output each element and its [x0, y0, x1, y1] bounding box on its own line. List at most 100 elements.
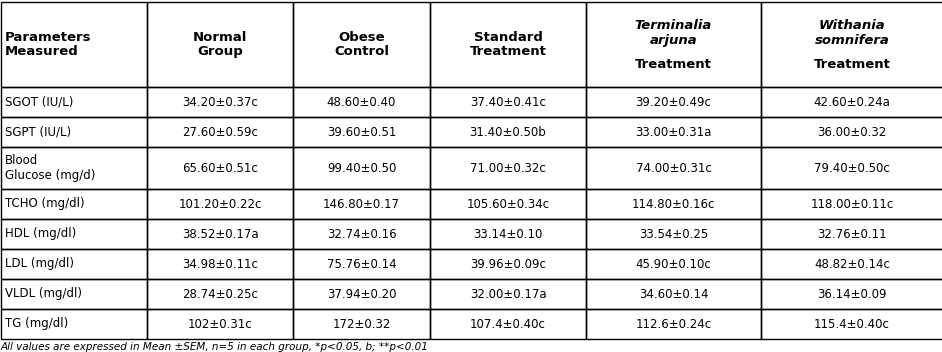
Bar: [293, 147, 430, 189]
Bar: [293, 87, 430, 117]
Text: 34.60±0.14: 34.60±0.14: [639, 288, 708, 301]
Bar: [761, 219, 942, 249]
Bar: [586, 219, 761, 249]
Text: 31.40±0.50b: 31.40±0.50b: [470, 126, 546, 138]
Bar: [430, 2, 586, 87]
Bar: [147, 87, 293, 117]
Text: Blood
Glucose (mg/d): Blood Glucose (mg/d): [5, 154, 95, 182]
Text: 112.6±0.24c: 112.6±0.24c: [636, 318, 711, 331]
Text: 39.20±0.49c: 39.20±0.49c: [636, 95, 711, 108]
Bar: [430, 219, 586, 249]
Text: 42.60±0.24a: 42.60±0.24a: [814, 95, 890, 108]
Bar: [430, 249, 586, 279]
Bar: [586, 189, 761, 219]
Bar: [1, 189, 147, 219]
Bar: [761, 279, 942, 309]
Text: VLDL (mg/dl): VLDL (mg/dl): [5, 288, 82, 301]
Text: 33.14±0.10: 33.14±0.10: [473, 227, 543, 240]
Bar: [147, 2, 293, 87]
Text: 28.74±0.25c: 28.74±0.25c: [182, 288, 258, 301]
Bar: [147, 279, 293, 309]
Text: Standard
Treatment: Standard Treatment: [469, 31, 546, 58]
Bar: [293, 279, 430, 309]
Text: 48.60±0.40: 48.60±0.40: [327, 95, 397, 108]
Text: 33.54±0.25: 33.54±0.25: [639, 227, 708, 240]
Bar: [586, 147, 761, 189]
Text: 172±0.32: 172±0.32: [333, 318, 391, 331]
Bar: [1, 147, 147, 189]
Text: Normal
Group: Normal Group: [193, 31, 247, 58]
Bar: [761, 189, 942, 219]
Text: TCHO (mg/dl): TCHO (mg/dl): [5, 197, 85, 210]
Text: 79.40±0.50c: 79.40±0.50c: [814, 162, 890, 175]
Text: Obese
Control: Obese Control: [334, 31, 389, 58]
Text: 99.40±0.50: 99.40±0.50: [327, 162, 397, 175]
Bar: [147, 117, 293, 147]
Text: SGPT (IU/L): SGPT (IU/L): [5, 126, 72, 138]
Text: LDL (mg/dl): LDL (mg/dl): [5, 258, 74, 270]
Text: Withania
somnifera: Withania somnifera: [815, 19, 889, 48]
Bar: [147, 219, 293, 249]
Text: TG (mg/dl): TG (mg/dl): [5, 318, 68, 331]
Bar: [586, 279, 761, 309]
Text: 75.76±0.14: 75.76±0.14: [327, 258, 397, 270]
Text: 36.14±0.09: 36.14±0.09: [818, 288, 886, 301]
Bar: [1, 279, 147, 309]
Bar: [586, 2, 761, 87]
Text: 48.82±0.14c: 48.82±0.14c: [814, 258, 890, 270]
Bar: [761, 309, 942, 339]
Text: 34.20±0.37c: 34.20±0.37c: [182, 95, 258, 108]
Text: 115.4±0.40c: 115.4±0.40c: [814, 318, 890, 331]
Bar: [1, 2, 147, 87]
Text: 27.60±0.59c: 27.60±0.59c: [182, 126, 258, 138]
Text: 101.20±0.22c: 101.20±0.22c: [178, 197, 262, 210]
Bar: [293, 117, 430, 147]
Text: All values are expressed in Mean ±SEM, n=5 in each group, *p<0.05, b; **p<0.01: All values are expressed in Mean ±SEM, n…: [1, 342, 429, 352]
Bar: [430, 279, 586, 309]
Bar: [147, 249, 293, 279]
Bar: [147, 309, 293, 339]
Text: 102±0.31c: 102±0.31c: [187, 318, 252, 331]
Bar: [1, 309, 147, 339]
Bar: [147, 189, 293, 219]
Bar: [430, 87, 586, 117]
Bar: [293, 2, 430, 87]
Text: 71.00±0.32c: 71.00±0.32c: [470, 162, 545, 175]
Bar: [430, 147, 586, 189]
Bar: [586, 87, 761, 117]
Text: Terminalia
arjuna: Terminalia arjuna: [635, 19, 712, 48]
Text: 107.4±0.40c: 107.4±0.40c: [470, 318, 546, 331]
Bar: [761, 147, 942, 189]
Text: SGOT (IU/L): SGOT (IU/L): [5, 95, 73, 108]
Text: 32.00±0.17a: 32.00±0.17a: [470, 288, 546, 301]
Bar: [1, 117, 147, 147]
Bar: [430, 189, 586, 219]
Text: 45.90±0.10c: 45.90±0.10c: [636, 258, 711, 270]
Text: 118.00±0.11c: 118.00±0.11c: [810, 197, 894, 210]
Bar: [430, 309, 586, 339]
Bar: [761, 2, 942, 87]
Text: 65.60±0.51c: 65.60±0.51c: [182, 162, 258, 175]
Bar: [586, 309, 761, 339]
Bar: [1, 87, 147, 117]
Bar: [293, 249, 430, 279]
Text: 74.00±0.31c: 74.00±0.31c: [636, 162, 711, 175]
Bar: [761, 249, 942, 279]
Text: 32.74±0.16: 32.74±0.16: [327, 227, 397, 240]
Text: 146.80±0.17: 146.80±0.17: [323, 197, 400, 210]
Text: 39.96±0.09c: 39.96±0.09c: [470, 258, 546, 270]
Text: 32.76±0.11: 32.76±0.11: [818, 227, 886, 240]
Text: Treatment: Treatment: [814, 57, 890, 70]
Text: 36.00±0.32: 36.00±0.32: [818, 126, 886, 138]
Bar: [586, 117, 761, 147]
Text: 37.40±0.41c: 37.40±0.41c: [470, 95, 546, 108]
Bar: [147, 147, 293, 189]
Text: 38.52±0.17a: 38.52±0.17a: [182, 227, 258, 240]
Bar: [293, 309, 430, 339]
Text: Treatment: Treatment: [635, 57, 712, 70]
Text: 37.94±0.20: 37.94±0.20: [327, 288, 397, 301]
Bar: [293, 219, 430, 249]
Bar: [430, 117, 586, 147]
Bar: [761, 87, 942, 117]
Bar: [1, 219, 147, 249]
